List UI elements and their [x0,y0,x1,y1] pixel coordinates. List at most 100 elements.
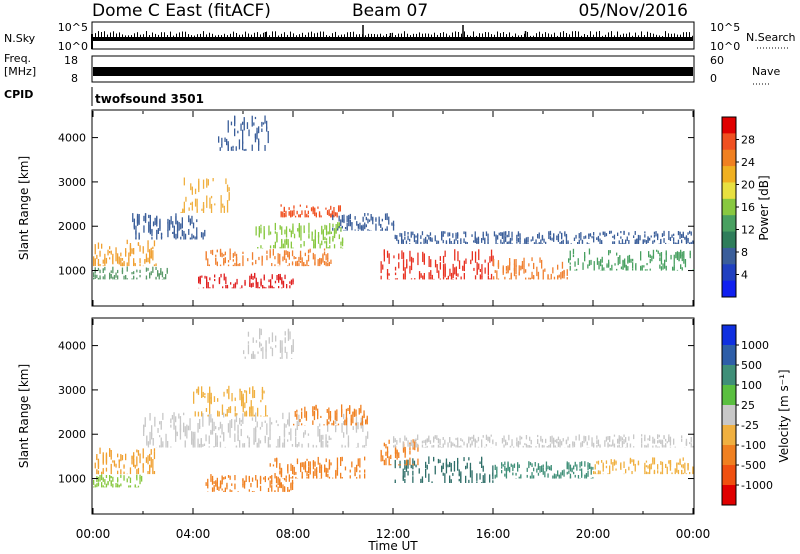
velocity-colorbar-label: Velocity [m s⁻¹] [777,369,791,462]
nsky-spike [329,35,330,37]
nsky-spike [167,35,168,37]
nsky-spike [203,31,204,37]
nsky-spike [164,32,165,37]
nsky-spike [281,33,282,37]
colorbar-swatch [722,133,736,151]
nsky-spike [344,34,345,37]
nsky-spike [116,33,117,37]
nsky-spike [437,34,438,37]
nsky-spike [197,34,198,37]
velocity-echo-region [93,474,143,488]
freq-tick-bottom: 8 [71,72,78,85]
nsky-spike [398,33,399,37]
time-axis: 00:00 04:00 08:00 12:00 16:00 20:00 00:00 [76,527,711,541]
beam-label: Beam 07 [352,1,428,21]
nave-label: Nave [752,65,780,78]
velocity-colorbar: 1000 500 100 25 -25 -100 -500 -1000 [721,324,773,506]
nsky-spike [386,34,387,37]
nsky-spike [635,32,636,37]
nsearch-label: N.Search [746,31,796,44]
nsky-spike [551,34,552,37]
nsky-spike [464,31,465,37]
nsky-spike [323,31,324,37]
nsky-spike [143,34,144,37]
nsky-spike [668,33,669,37]
nsky-spike [179,32,180,37]
velocity-echo-region [393,434,694,448]
colorbar-tick-label: 20 [741,179,755,192]
velocity-echo-region [593,457,694,475]
nsky-spike [497,31,498,37]
y-tick-label: 4000 [58,132,86,145]
nsky-spike [152,32,153,37]
nsky-spike [533,35,534,37]
colorbar-swatch [722,247,736,265]
velocity-data-layer [93,328,694,492]
velocity-echo-region [94,447,156,475]
nsky-spike [491,34,492,37]
nsky-spike [413,33,414,37]
nsky-spike [521,35,522,37]
nsky-spike [632,35,633,37]
nsky-spike [650,32,651,37]
nsky-spike [107,34,108,37]
nsky-spike [530,35,531,37]
nsky-spike [383,35,384,37]
nsky-spike [623,33,624,37]
nsky-spike [470,35,471,37]
nsky-spike [236,33,237,37]
freq-tick-top: 18 [64,54,78,67]
power-colorbar-label: Power [dB] [757,175,771,240]
nsky-spike [395,35,396,37]
nsky-spike [191,35,192,37]
nsky-spike [659,35,660,37]
nsky-spike [224,33,225,37]
nsky-spike [110,32,111,37]
nsky-spike [644,35,645,37]
nsky-spike [314,33,315,37]
nsky-spike [278,35,279,37]
nsky-spike [371,33,372,37]
nsky-spike [104,31,105,37]
colorbar-tick-label: -500 [741,459,766,472]
nsky-spike [611,31,612,37]
nsky-spike [566,33,567,37]
nsky-spike [467,34,468,37]
nsky-spike [524,33,525,37]
nsky-spike [452,32,453,37]
power-echo-region [180,177,230,213]
nsky-spike [377,34,378,37]
nsky-spike [422,33,423,37]
colorbar-tick-label: 500 [741,359,762,372]
nsky-spike [122,34,123,37]
colorbar-swatch [722,264,736,282]
nsky-spike [653,33,654,37]
nsky-spike [194,35,195,37]
time-tick-label: 04:00 [176,527,211,541]
nsky-spike [257,32,258,37]
nsky-spike [185,31,186,37]
nsky-spike [527,32,528,37]
colorbar-swatch [722,325,736,346]
velocity-echo-region [494,461,594,479]
colorbar-tick-label: 25 [741,399,755,412]
nsky-spike [596,31,597,37]
power-colorbar: 28 24 20 16 12 8 4 [721,116,755,298]
nsky-spike [539,31,540,37]
nsky-spike [590,31,591,37]
nsky-spike [572,31,573,37]
nsky-spike [254,32,255,37]
station-title: Dome C East (fitACF) [92,1,271,21]
nave-tick-top: 60 [710,54,724,67]
power-echo-region [198,272,294,289]
nsky-spike [380,33,381,37]
nsky-spike [440,33,441,37]
nsky-spike [233,31,234,37]
nsky-spike [419,32,420,37]
nsky-spike [155,33,156,37]
nsky-spike [269,35,270,37]
nsky-spike [581,35,582,37]
colorbar-tick-label: -25 [741,419,759,432]
nsearch-tick-top: 10^5 [710,21,740,34]
nsky-spike [446,33,447,37]
